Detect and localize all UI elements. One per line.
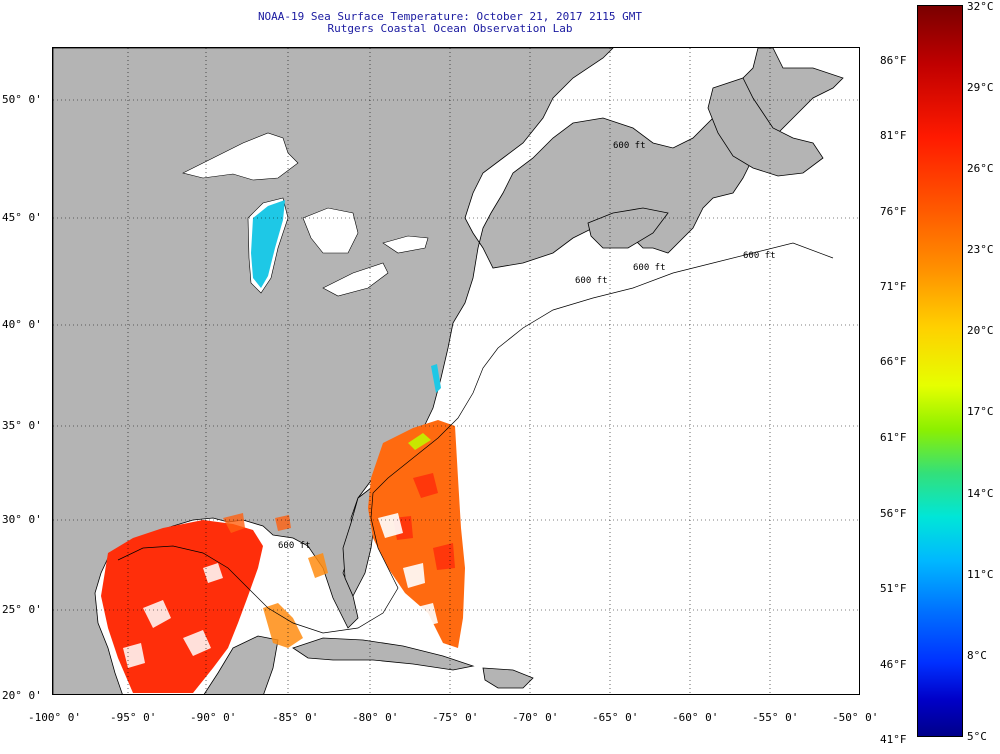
map-title: NOAA-19 Sea Surface Temperature: October… [257,10,643,23]
lon-label: -65° 0' [592,711,639,724]
lon-label: -60° 0' [672,711,719,724]
land-hispaniola [482,667,534,689]
colorbar-celsius-label: 20°C [967,324,994,337]
sst-atlantic-red [393,473,455,570]
colorbar-celsius-label: 8°C [967,649,987,662]
colorbar-fahrenheit-label: 66°F [880,355,907,368]
colorbar-celsius-label: 14°C [967,487,994,500]
colorbar-celsius-label: 26°C [967,162,994,175]
lon-label: -55° 0' [752,711,799,724]
lon-label: -80° 0' [352,711,399,724]
isobath-600ft [117,242,834,634]
lake-huron [302,207,359,254]
lat-label: 30° 0' [2,513,42,526]
lake-erie [322,262,389,297]
land-newfoundland [707,77,824,177]
lat-label: 20° 0' [2,689,42,702]
lon-label: -50° 0' [832,711,879,724]
lon-label: -95° 0' [110,711,157,724]
colorbar-fahrenheit-label: 71°F [880,280,907,293]
colorbar-celsius-label: 29°C [967,81,994,94]
colorbar-celsius-label: 5°C [967,730,987,743]
colorbar-fahrenheit-label: 86°F [880,54,907,67]
lake-ontario [382,235,429,254]
isobath-label: 600 ft [278,541,311,551]
colorbar-celsius-label: 23°C [967,243,994,256]
sst-atlantic-strip [368,420,465,648]
lat-label: 50° 0' [2,93,42,106]
lat-label: 35° 0' [2,419,42,432]
colorbar-fahrenheit-label: 46°F [880,658,907,671]
sst-map: 600 ft 600 ft 600 ft 600 ft 600 ft [52,47,860,695]
sst-lake-michigan [251,200,285,288]
sst-gulf-orange-patches [223,513,291,533]
colorbar-celsius-label: 17°C [967,405,994,418]
land-yucatan [203,635,279,694]
lon-label: -70° 0' [512,711,559,724]
lon-label: -75° 0' [432,711,479,724]
lake-superior [182,132,299,181]
lon-label: -90° 0' [190,711,237,724]
colorbar-celsius-label: 32°C [967,0,994,13]
map-subtitle: Rutgers Coastal Ocean Observation Lab [327,22,573,35]
isobath-label: 600 ft [633,263,666,273]
lon-label: -85° 0' [272,711,319,724]
sst-gulf-east [263,553,328,648]
sst-chesapeake [431,364,441,393]
colorbar-fahrenheit-label: 56°F [880,507,907,520]
land-nova-scotia [587,207,669,249]
colorbar-fahrenheit-label: 51°F [880,582,907,595]
colorbar-celsius-label: 11°C [967,568,994,581]
colorbar-fahrenheit-label: 81°F [880,129,907,142]
land-cuba [292,637,475,671]
lat-label: 45° 0' [2,211,42,224]
sst-carolina-coast [408,433,431,450]
temperature-colorbar [917,5,963,737]
lat-label: 25° 0' [2,603,42,616]
lat-label: 40° 0' [2,318,42,331]
colorbar-fahrenheit-label: 41°F [880,733,907,746]
isobath-label: 600 ft [575,276,608,286]
colorbar-fahrenheit-label: 76°F [880,205,907,218]
lon-label: -100° 0' [28,711,81,724]
graticule [53,48,859,694]
isobath-label: 600 ft [613,141,646,151]
sst-gulf-spots [123,563,223,668]
sst-bahamas-white [378,513,438,628]
map-canvas: 600 ft 600 ft 600 ft 600 ft 600 ft [53,48,859,694]
isobath-label: 600 ft [743,251,776,261]
colorbar-fahrenheit-label: 61°F [880,431,907,444]
